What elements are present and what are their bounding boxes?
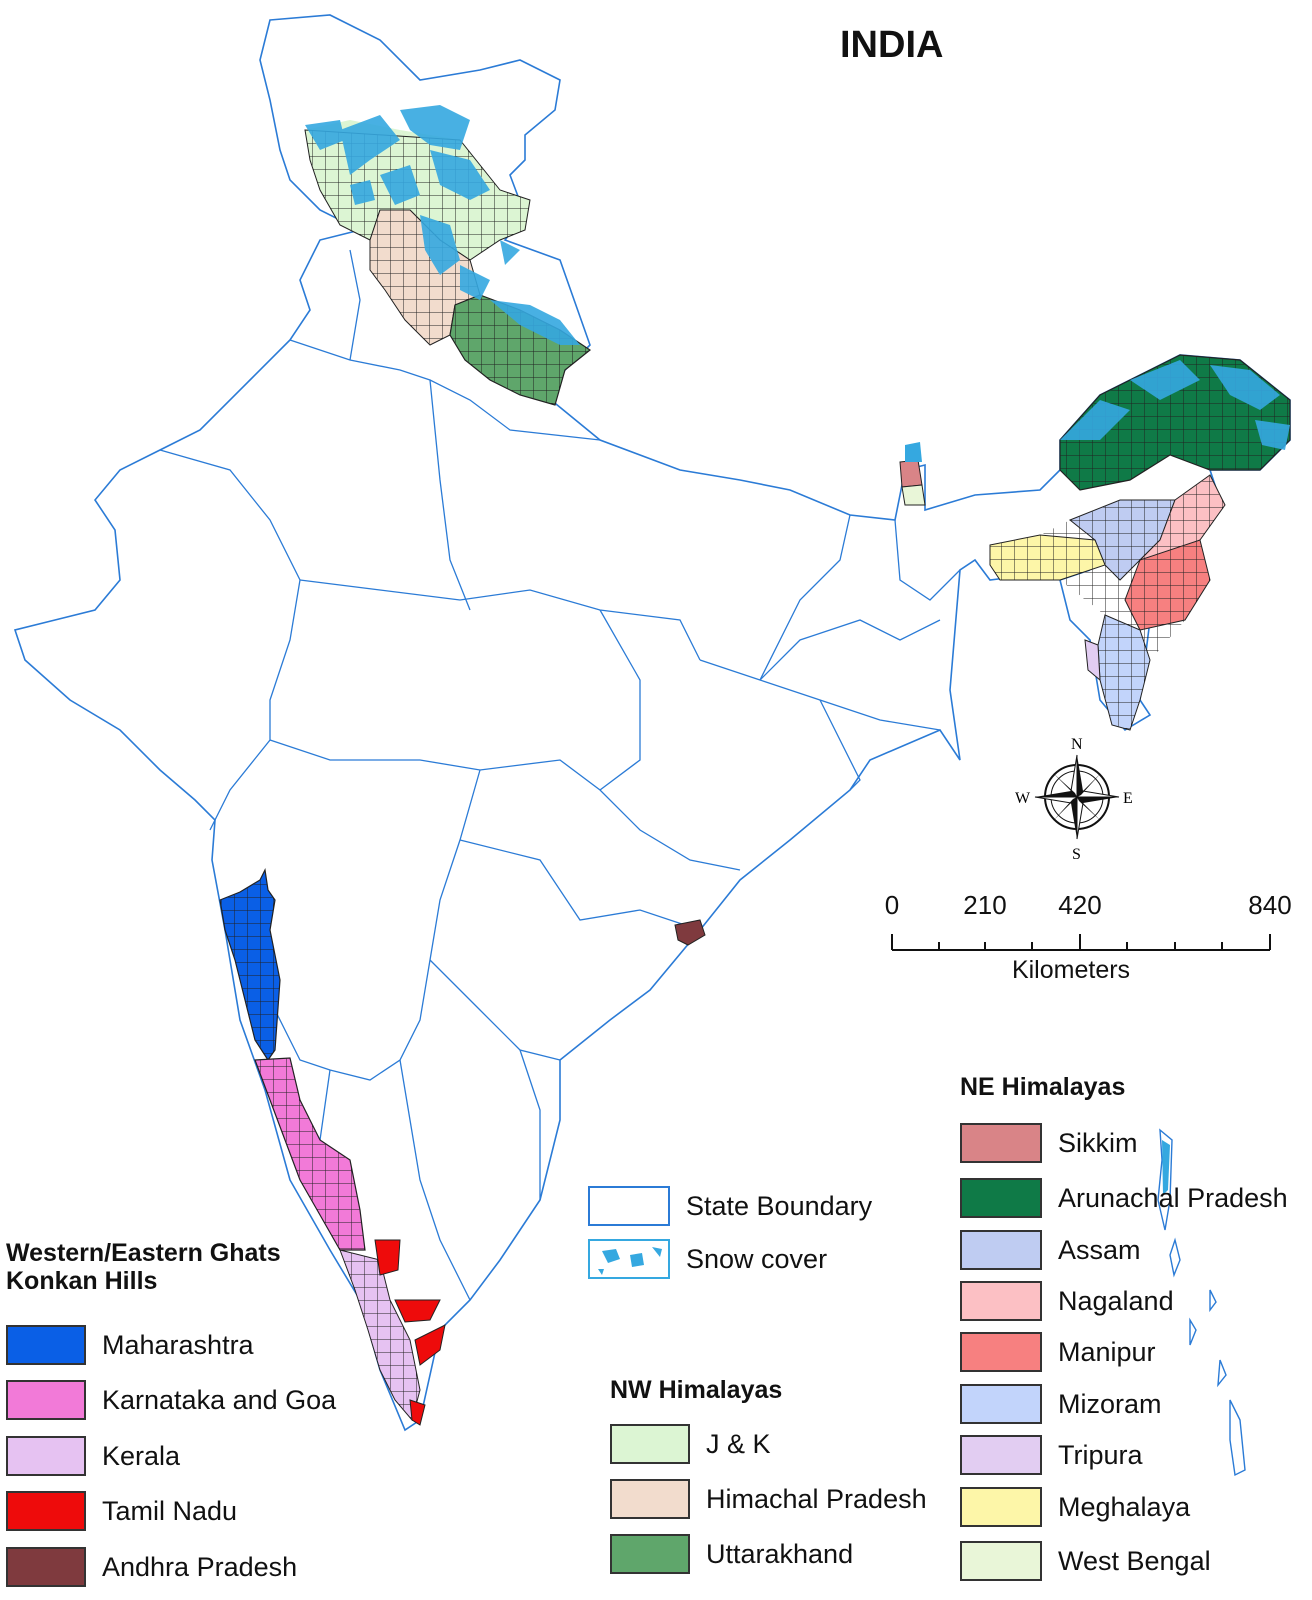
legend-kerala: Kerala [6,1435,180,1477]
scale-label-840: 840 [1248,890,1292,920]
legend-label-nagaland: Nagaland [1058,1285,1174,1316]
legend-state-boundary: State Boundary [588,1185,872,1227]
legend-label-sikkim: Sikkim [1058,1127,1138,1158]
legend-maharashtra: Maharashtra [6,1324,254,1366]
swatch-jk [610,1424,690,1464]
legend-heading-ne: NE Himalayas [960,1073,1126,1101]
legend-arunachal: Arunachal Pradesh [960,1177,1288,1219]
region-andhra-pradesh [674,919,706,946]
swatch-snow-cover [588,1239,670,1279]
swatch-maharashtra [6,1325,86,1365]
swatch-state-boundary [588,1186,670,1226]
legend-jk: J & K [610,1423,771,1465]
swatch-karnataka-goa [6,1380,86,1420]
legend-label-state-boundary: State Boundary [686,1190,873,1221]
swatch-manipur [960,1332,1042,1372]
swatch-sikkim [960,1123,1042,1163]
legend-sikkim: Sikkim [960,1122,1138,1164]
snow-cover-sikkim [905,442,922,462]
swatch-tamil-nadu [6,1491,86,1531]
legend-label-tamil-nadu: Tamil Nadu [102,1495,238,1526]
legend-label-manipur: Manipur [1058,1336,1156,1367]
legend-label-jk: J & K [706,1428,771,1459]
legend-nagaland: Nagaland [960,1280,1174,1322]
legend-label-west-bengal: West Bengal [1058,1545,1211,1576]
legend-heading-ghats-1: Western/Eastern Ghats [6,1239,281,1267]
scale-label-420: 420 [1058,890,1102,920]
compass-rose: N S E W [1015,736,1133,863]
compass-east: E [1123,790,1133,807]
legend-label-karnataka-goa: Karnataka and Goa [102,1384,337,1415]
swatch-mizoram [960,1384,1042,1424]
swatch-tripura [960,1435,1042,1475]
map-title: INDIA [840,24,944,66]
india-outline [13,14,1291,1432]
andaman-islands [1157,1128,1246,1477]
legend-label-meghalaya: Meghalaya [1058,1491,1191,1522]
scale-label-0: 0 [884,890,900,920]
andaman-islands-fill [1162,1140,1170,1195]
region-west-bengal [901,484,926,506]
region-maharashtra-grid [220,870,280,1060]
legend-label-snow-cover: Snow cover [686,1243,828,1274]
swatch-uttarakhand [610,1534,690,1574]
swatch-kerala [6,1436,86,1476]
region-uttarakhand-grid [450,295,590,405]
legend-manipur: Manipur [960,1331,1156,1373]
legend-karnataka-goa: Karnataka and Goa [6,1379,336,1421]
legend-label-himachal: Himachal Pradesh [706,1483,927,1514]
region-tripura [1084,639,1101,682]
legend-snow-cover: Snow cover [588,1238,827,1280]
region-sikkim [899,459,923,488]
scale-bar-line [891,934,1271,951]
compass-south: S [1072,846,1081,863]
swatch-arunachal [960,1178,1042,1218]
scale-bar: 0 210 420 840 Kilometers [884,890,1292,990]
snow-cover-nw [305,105,580,345]
legend-label-maharashtra: Maharashtra [102,1329,254,1360]
legend-uttarakhand: Uttarakhand [610,1533,853,1575]
legend-heading-nw: NW Himalayas [610,1376,783,1404]
legend-west-bengal: West Bengal [960,1540,1211,1582]
swatch-nagaland [960,1281,1042,1321]
legend-label-andhra-pradesh: Andhra Pradesh [102,1551,298,1582]
compass-west: W [1015,790,1031,807]
swatch-assam [960,1230,1042,1270]
legend-label-assam: Assam [1058,1234,1141,1265]
legend-meghalaya: Meghalaya [960,1486,1190,1528]
swatch-himachal [610,1479,690,1519]
legend-heading-ghats-2: Konkan Hills [6,1267,158,1295]
region-kerala-grid [340,1250,420,1420]
legend-andhra-pradesh: Andhra Pradesh [6,1546,297,1588]
swatch-andhra-pradesh [6,1547,86,1587]
scale-label-210: 210 [963,890,1007,920]
compass-north: N [1071,736,1083,753]
legend-mizoram: Mizoram [960,1383,1162,1425]
region-tamil-nadu [374,1239,446,1426]
legend-himachal: Himachal Pradesh [610,1478,927,1520]
region-karnataka-grid [255,1058,365,1250]
legend-assam: Assam [960,1229,1141,1271]
legend-label-mizoram: Mizoram [1058,1388,1162,1419]
swatch-west-bengal [960,1541,1042,1581]
legend-label-tripura: Tripura [1058,1439,1143,1470]
legend-label-uttarakhand: Uttarakhand [706,1538,854,1569]
scale-unit-label: Kilometers [1011,956,1131,984]
snow-cover-ne [1060,360,1290,450]
legend-label-kerala: Kerala [102,1440,181,1471]
legend-tripura: Tripura [960,1434,1143,1476]
legend-label-arunachal: Arunachal Pradesh [1058,1182,1288,1213]
swatch-meghalaya [960,1487,1042,1527]
region-ne-grid [990,475,1225,730]
legend-tamil-nadu: Tamil Nadu [6,1490,237,1532]
